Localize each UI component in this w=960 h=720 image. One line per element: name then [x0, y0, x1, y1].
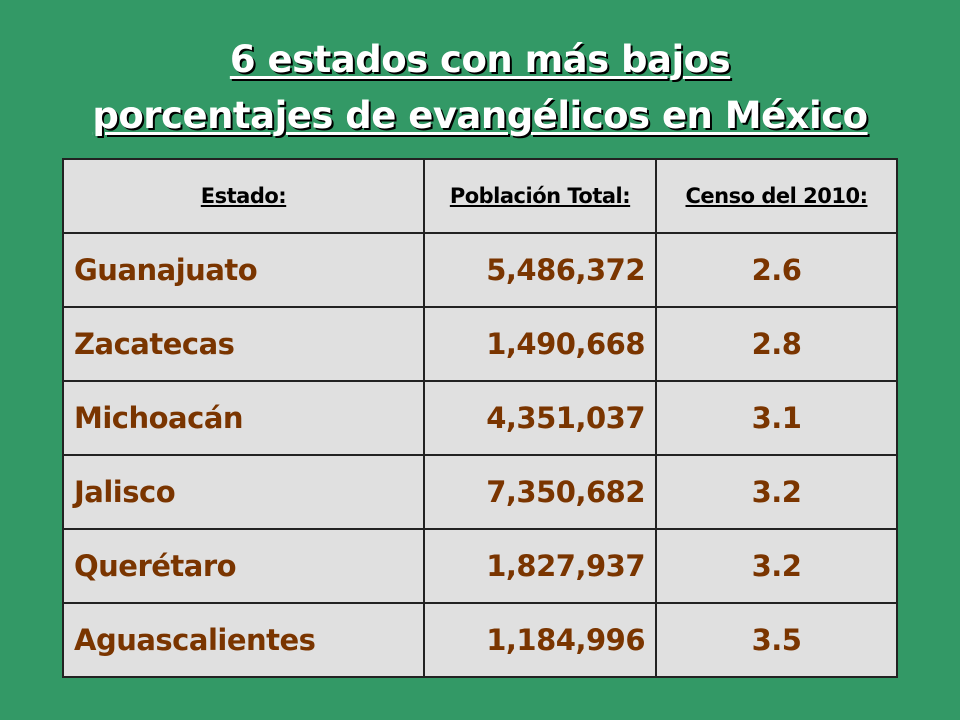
- population-cell: 1,490,668: [423, 306, 657, 382]
- percentage-cell: 2.6: [655, 232, 898, 308]
- population-cell: 1,827,937: [423, 528, 657, 604]
- title-line-2: porcentajes de evangélicos en México: [92, 94, 868, 137]
- population-cell: 5,486,372: [423, 232, 657, 308]
- table-row: Querétaro 1,827,937 3.2: [62, 528, 898, 604]
- percentage-cell: 3.5: [655, 602, 898, 678]
- table-row: Aguascalientes 1,184,996 3.5: [62, 602, 898, 678]
- table-container: Estado: Población Total: Censo del 2010:…: [62, 158, 898, 678]
- population-cell: 4,351,037: [423, 380, 657, 456]
- table-row: Zacatecas 1,490,668 2.8: [62, 306, 898, 382]
- percentage-cell: 3.2: [655, 454, 898, 530]
- header-poblacion: Población Total:: [423, 158, 657, 234]
- population-cell: 1,184,996: [423, 602, 657, 678]
- population-cell: 7,350,682: [423, 454, 657, 530]
- header-censo: Censo del 2010:: [655, 158, 898, 234]
- table-row: Guanajuato 5,486,372 2.6: [62, 232, 898, 308]
- percentage-cell: 2.8: [655, 306, 898, 382]
- state-cell: Jalisco: [62, 454, 425, 530]
- header-estado: Estado:: [62, 158, 425, 234]
- table-header-row: Estado: Población Total: Censo del 2010:: [62, 158, 898, 234]
- percentage-cell: 3.2: [655, 528, 898, 604]
- state-cell: Querétaro: [62, 528, 425, 604]
- state-cell: Aguascalientes: [62, 602, 425, 678]
- state-cell: Michoacán: [62, 380, 425, 456]
- slide-title: 6 estados con más bajos porcentajes de e…: [0, 32, 960, 144]
- title-line-1: 6 estados con más bajos: [229, 38, 731, 81]
- table-row: Jalisco 7,350,682 3.2: [62, 454, 898, 530]
- percentage-cell: 3.1: [655, 380, 898, 456]
- states-table: Estado: Población Total: Censo del 2010:…: [62, 158, 898, 678]
- state-cell: Guanajuato: [62, 232, 425, 308]
- state-cell: Zacatecas: [62, 306, 425, 382]
- table-row: Michoacán 4,351,037 3.1: [62, 380, 898, 456]
